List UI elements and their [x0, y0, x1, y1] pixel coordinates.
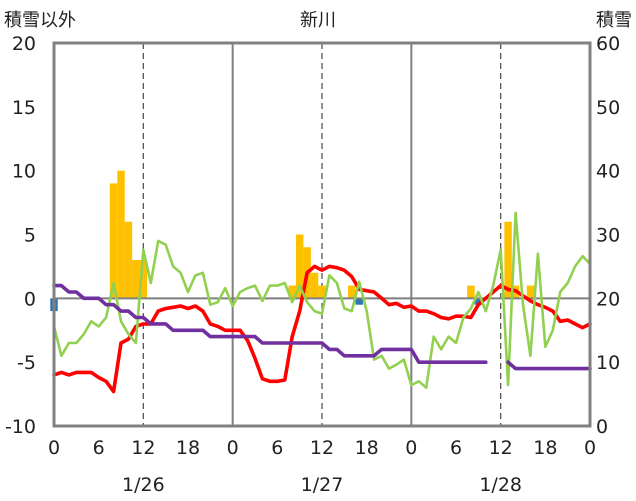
x-tick-label: 0: [405, 437, 417, 459]
snowfall-bar: [132, 260, 140, 299]
day-labels: 1/26 1/27 1/28: [122, 474, 522, 496]
left-tick-label: -5: [17, 352, 36, 374]
series-line-0: [52, 264, 592, 394]
series-line-2: [52, 283, 488, 365]
snowfall-bar: [288, 285, 296, 299]
plot-frame: [52, 41, 592, 428]
x-tick-label: 0: [227, 437, 239, 459]
left-tick-labels: 20 15 10 5 0 -5 -10: [5, 33, 36, 438]
series-lines: [52, 211, 592, 394]
x-tick-label: 12: [131, 437, 155, 459]
right-tick-label: 10: [596, 352, 620, 374]
left-axis-label: 積雪以外: [4, 10, 76, 31]
precip-bar: [355, 298, 363, 305]
x-tick-label: 0: [584, 437, 596, 459]
right-tick-label: 0: [596, 416, 608, 438]
chart-title: 新川: [300, 10, 336, 31]
right-axis-label: 積雪: [596, 10, 632, 31]
snowfall-bar: [348, 285, 356, 299]
snowfall-bar: [124, 221, 133, 299]
x-tick-label: 6: [93, 437, 105, 459]
series-line-1: [52, 211, 592, 390]
snowfall-bar: [318, 285, 326, 299]
day-label: 1/28: [479, 474, 522, 496]
left-tick-label: 15: [12, 97, 36, 119]
right-tick-labels: 60 50 40 30 20 10 0: [596, 33, 620, 438]
snowfall-bar: [139, 260, 148, 299]
series-line-3: [506, 360, 592, 371]
left-tick-label: -10: [5, 416, 36, 438]
snowfall-bar: [526, 285, 535, 299]
x-tick-label: 6: [271, 437, 283, 459]
snowfall-bar: [467, 285, 475, 299]
precip-bar: [474, 298, 483, 305]
x-tick-label: 18: [533, 437, 557, 459]
snowfall-bar: [295, 234, 304, 299]
gridlines: [142, 43, 502, 426]
left-tick-label: 10: [12, 161, 36, 183]
left-tick-label: 0: [24, 288, 36, 310]
x-tick-label: 18: [176, 437, 200, 459]
x-tick-label: 12: [310, 437, 334, 459]
snowfall-bar: [117, 170, 125, 299]
snowfall-bar: [310, 272, 319, 299]
day-label: 1/27: [301, 474, 344, 496]
right-tick-label: 30: [596, 225, 620, 247]
x-tick-labels: 0 6 12 18 0 6 12 18 0 6 12 18 0: [48, 437, 596, 459]
day-label: 1/26: [122, 474, 165, 496]
x-tick-label: 6: [450, 437, 462, 459]
right-tick-label: 60: [596, 33, 620, 55]
right-tick-label: 50: [596, 97, 620, 119]
x-tick-label: 0: [48, 437, 60, 459]
snowfall-bar: [109, 183, 118, 299]
left-tick-label: 20: [12, 33, 36, 55]
snowfall-bar: [504, 221, 512, 299]
x-tick-label: 18: [355, 437, 379, 459]
right-tick-label: 40: [596, 161, 620, 183]
left-tick-label: 5: [24, 225, 36, 247]
right-tick-label: 20: [596, 288, 620, 310]
x-tick-label: 12: [489, 437, 513, 459]
